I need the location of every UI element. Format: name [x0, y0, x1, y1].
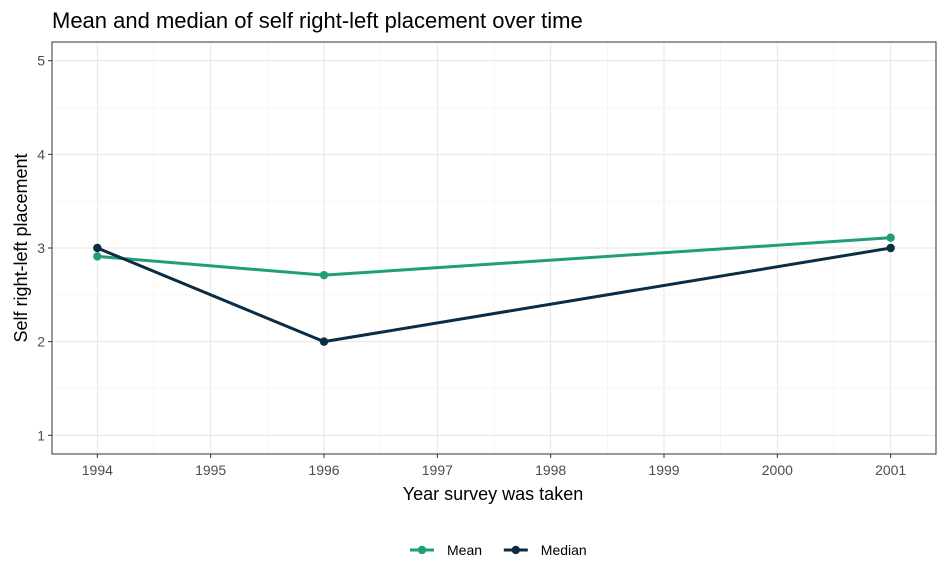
median-point [319, 337, 329, 346]
x-tick-label: 2001 [875, 462, 906, 478]
x-tick-label: 2000 [762, 462, 793, 478]
y-axis: 1 2 3 4 5 [37, 53, 52, 443]
x-tick-label: 1999 [648, 462, 679, 478]
x-tick-label: 1996 [308, 462, 339, 478]
mean-point [93, 252, 102, 261]
grid [52, 42, 936, 454]
legend-label-mean: Mean [447, 542, 482, 558]
legend-key-median-point [511, 545, 520, 555]
x-axis-title: Year survey was taken [403, 484, 583, 504]
series-group [93, 233, 895, 346]
x-tick-label: 1995 [195, 462, 226, 478]
median-point [93, 243, 102, 253]
y-tick-label: 5 [37, 53, 45, 69]
y-tick-label: 1 [37, 427, 45, 443]
legend-label-median: Median [541, 542, 587, 558]
mean-point [886, 233, 895, 242]
y-axis-title: Self right-left placement [11, 153, 31, 342]
x-tick-label: 1997 [422, 462, 453, 478]
x-tick-label: 1998 [535, 462, 566, 478]
legend: Mean Median [410, 542, 587, 558]
median-point [886, 243, 895, 253]
y-tick-label: 3 [37, 240, 45, 256]
x-axis: 1994 1995 1996 1997 1998 1999 2000 2001 [82, 454, 906, 478]
y-tick-label: 4 [37, 146, 45, 162]
chart-title: Mean and median of self right-left place… [52, 8, 583, 33]
y-tick-label: 2 [37, 334, 45, 350]
mean-point [319, 270, 329, 280]
legend-key-mean-point [417, 545, 427, 555]
x-tick-label: 1994 [82, 462, 113, 478]
